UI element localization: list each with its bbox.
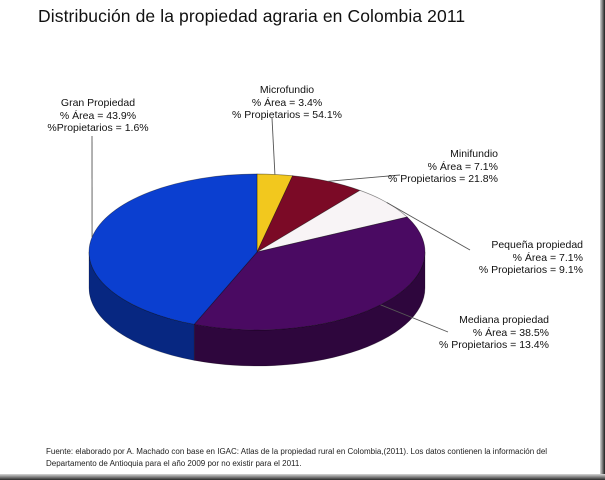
bottom-border xyxy=(0,474,605,480)
label-pequena: Pequeña propiedad % Área = 7.1% % Propie… xyxy=(456,239,583,277)
leader-line-2 xyxy=(386,202,471,251)
label-mediana-prop: % Propietarios = 13.4% xyxy=(438,339,549,351)
source-note: Fuente: elaborado por A. Machado con bas… xyxy=(46,447,548,468)
label-minifundio-prop: % Propietarios = 21.8% xyxy=(387,173,498,185)
pie-slice-4 xyxy=(88,173,258,325)
label-mediana-name: Mediana propiedad xyxy=(459,314,549,326)
leader-line-3 xyxy=(380,304,449,333)
label-mediana: Mediana propiedad % Área = 38.5% % Propi… xyxy=(414,314,549,352)
leader-line-0 xyxy=(271,117,276,175)
chart-title: Distribución de la propiedad agraria en … xyxy=(38,6,466,26)
label-microfundio-prop: % Propietarios = 54.1% xyxy=(232,109,343,121)
label-minifundio-area: % Área = 7.1% xyxy=(427,160,498,173)
label-minifundio: Minifundio % Área = 7.1% % Propietarios … xyxy=(372,148,498,186)
label-pequena-name: Pequeña propiedad xyxy=(491,239,583,251)
label-microfundio-name: Microfundio xyxy=(259,84,315,96)
label-microfundio-area: % Área = 3.4% xyxy=(251,96,323,109)
leader-line-1 xyxy=(328,174,401,182)
label-pequena-area: % Área = 7.1% xyxy=(512,251,583,264)
label-gran: Gran Propiedad % Área = 43.9% %Propietar… xyxy=(36,97,160,135)
pie-slice-2 xyxy=(256,189,408,253)
label-microfundio: Microfundio % Área = 3.4% % Propietarios… xyxy=(232,84,342,122)
label-minifundio-name: Minifundio xyxy=(450,148,498,160)
label-mediana-area: % Área = 38.5% xyxy=(472,326,549,339)
label-pequena-prop: % Propietarios = 9.1% xyxy=(478,264,583,276)
pie-slice-1 xyxy=(256,175,361,253)
label-gran-area: % Área = 43.9% xyxy=(59,109,137,122)
label-gran-prop: %Propietarios = 1.6% xyxy=(47,122,149,134)
label-gran-name: Gran Propiedad xyxy=(60,97,136,109)
right-border xyxy=(600,0,605,480)
